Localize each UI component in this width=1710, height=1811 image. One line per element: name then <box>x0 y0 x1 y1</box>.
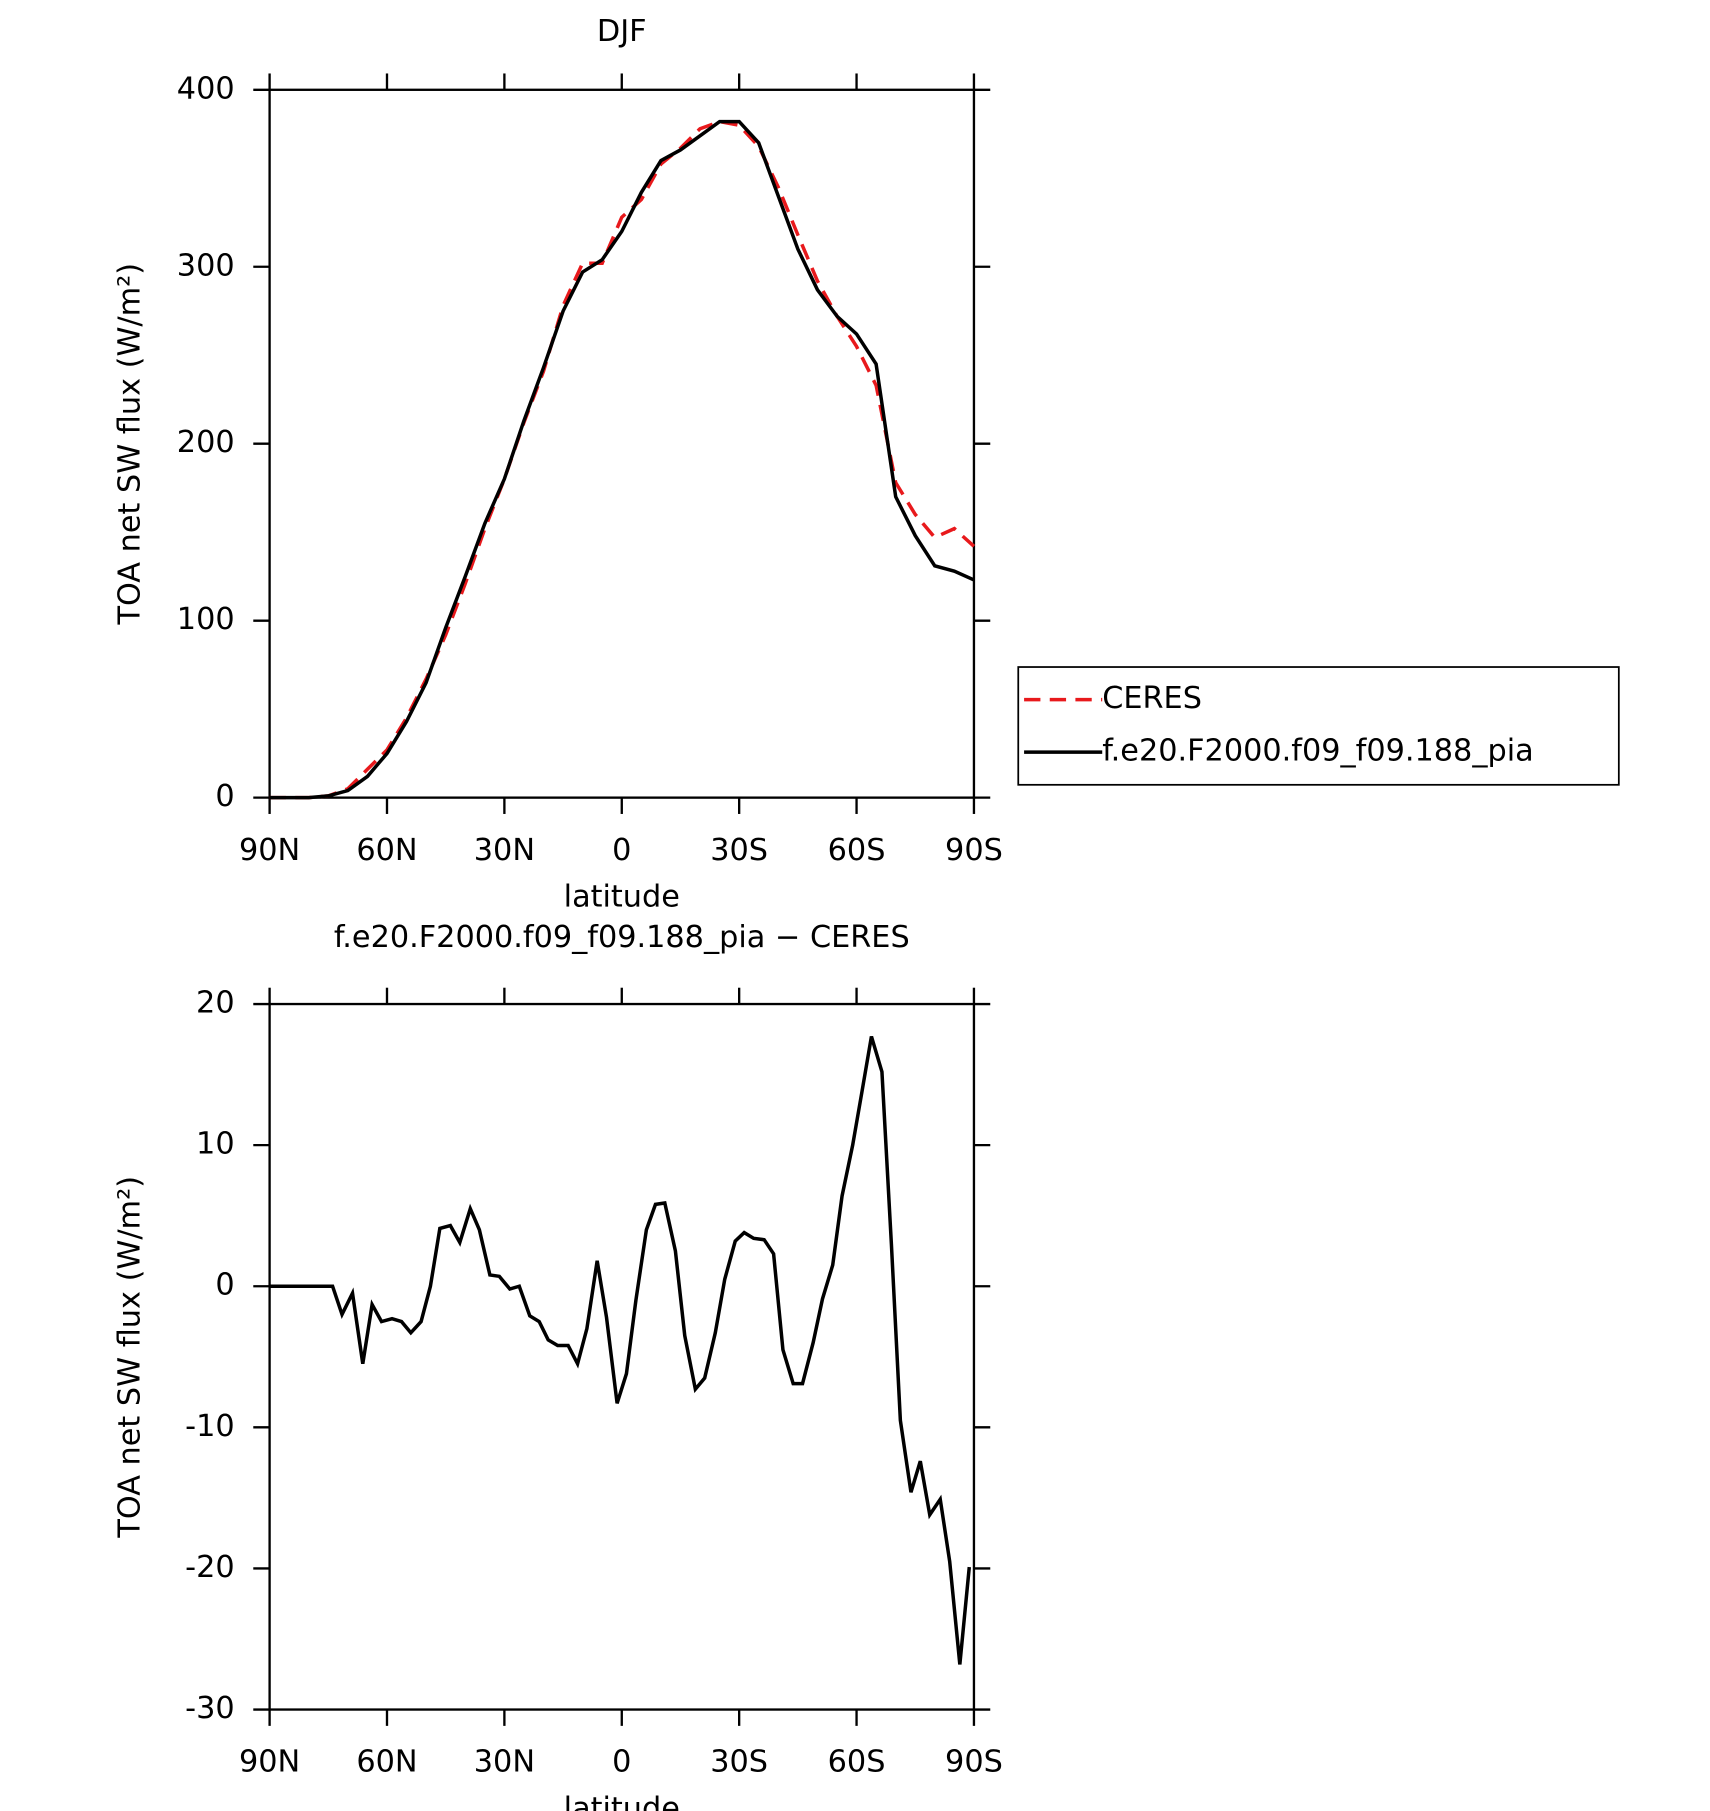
plot-frame <box>268 1002 976 1711</box>
plot-frame <box>268 88 976 799</box>
x-axis-label: latitude <box>564 1791 680 1811</box>
x-tick-label: 30N <box>474 833 535 868</box>
y-tick-label: 0 <box>215 779 234 814</box>
y-tick-label: 10 <box>196 1127 235 1162</box>
y-tick-label: 20 <box>196 986 235 1021</box>
legend-label: f.e20.F2000.f09_f09.188_pia <box>1102 734 1533 769</box>
x-tick-label: 60S <box>828 1745 886 1780</box>
x-tick-label: 30N <box>474 1745 535 1780</box>
legend-label: CERES <box>1102 681 1202 716</box>
x-axis-label: latitude <box>564 879 680 914</box>
series-line <box>269 119 976 800</box>
y-axis-label: TOA net SW flux (W/m²) <box>112 1176 147 1539</box>
y-tick-label: -20 <box>185 1550 234 1585</box>
y-tick-label: 300 <box>177 248 235 283</box>
x-tick-label: 90N <box>239 833 300 868</box>
y-tick-label: -10 <box>185 1409 234 1444</box>
x-tick-label: 60N <box>356 1745 417 1780</box>
x-tick-label: 0 <box>612 1745 631 1780</box>
y-tick-label: 0 <box>215 1268 234 1303</box>
x-tick-label: 90N <box>239 1745 300 1780</box>
series-line <box>269 1035 972 1665</box>
series-line <box>269 119 975 800</box>
x-tick-label: 60S <box>828 833 886 868</box>
x-tick-label: 60N <box>356 833 417 868</box>
y-tick-label: -30 <box>185 1691 234 1726</box>
y-tick-label: 400 <box>177 71 235 106</box>
y-tick-label: 100 <box>177 602 235 637</box>
legend-box <box>1017 666 1620 786</box>
y-tick-label: 200 <box>177 425 235 460</box>
chart-title: f.e20.F2000.f09_f09.188_pia − CERES <box>334 920 910 955</box>
x-tick-label: 90S <box>945 833 1003 868</box>
chart-title: DJF <box>597 14 647 49</box>
x-tick-label: 90S <box>945 1745 1003 1780</box>
x-tick-label: 0 <box>612 833 631 868</box>
y-axis-label: TOA net SW flux (W/m²) <box>112 263 147 626</box>
x-tick-label: 30S <box>710 1745 768 1780</box>
x-tick-label: 30S <box>710 833 768 868</box>
